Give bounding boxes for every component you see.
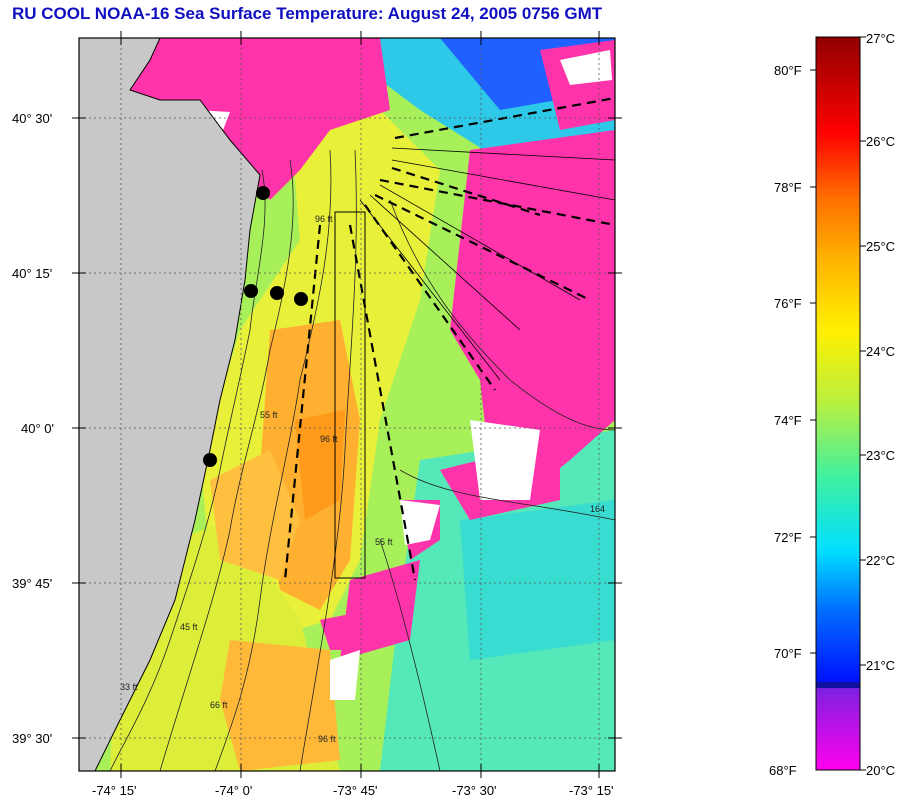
nodata-patch-south bbox=[400, 500, 440, 545]
isobath-label-4: 96 ft bbox=[320, 434, 338, 444]
isobath-labels: 96 ft 55 ft 55 ft 96 ft 45 ft 33 ft 66 f… bbox=[120, 214, 605, 744]
cb-c-label-1: 27°C bbox=[866, 31, 895, 46]
longitude-labels: -74° 15' -74° 0' -73° 45' -73° 30' -73° … bbox=[92, 783, 614, 798]
nodata-patch-east bbox=[470, 420, 540, 500]
cloud-mask-south-3 bbox=[320, 610, 370, 650]
lat-label-1: 40° 30' bbox=[12, 111, 52, 126]
cb-c-label-5: 23°C bbox=[866, 448, 895, 463]
land-mass bbox=[79, 38, 261, 771]
isobath-label-9: 164 bbox=[590, 504, 605, 514]
station-3[interactable] bbox=[270, 286, 284, 300]
map-ticks bbox=[72, 31, 622, 778]
warm-patch-west bbox=[210, 450, 300, 580]
offshore-cold-band bbox=[460, 500, 615, 660]
station-4[interactable] bbox=[294, 292, 308, 306]
station-1[interactable] bbox=[256, 186, 270, 200]
colorbar: 80°F 78°F 76°F 74°F 72°F 70°F 68°F 27°C … bbox=[769, 31, 895, 778]
cb-f-label-6: 70°F bbox=[774, 646, 802, 661]
cb-c-label-6: 22°C bbox=[866, 553, 895, 568]
lat-label-5: 39° 30' bbox=[12, 731, 52, 746]
isobath-label-8: 96 ft bbox=[318, 734, 336, 744]
cb-c-label-7: 21°C bbox=[866, 658, 895, 673]
map-title: RU COOL NOAA-16 Sea Surface Temperature:… bbox=[12, 4, 603, 23]
warm-hotspot bbox=[295, 410, 345, 520]
cb-f-label-7: 68°F bbox=[769, 763, 797, 778]
lon-label-5: -73° 15' bbox=[569, 783, 614, 798]
colorbar-band bbox=[816, 682, 860, 688]
lat-label-3: 40° 0' bbox=[21, 421, 54, 436]
lat-label-4: 39° 45' bbox=[12, 576, 52, 591]
station-5[interactable] bbox=[203, 453, 217, 467]
lon-label-1: -74° 15' bbox=[92, 783, 137, 798]
cb-f-label-2: 78°F bbox=[774, 180, 802, 195]
lon-label-2: -74° 0' bbox=[215, 783, 252, 798]
isobath-label-6: 33 ft bbox=[120, 682, 138, 692]
map-frame bbox=[78, 37, 616, 772]
cloud-mask-north bbox=[120, 38, 390, 200]
cb-c-label-2: 26°C bbox=[866, 134, 895, 149]
isobath-label-5: 45 ft bbox=[180, 622, 198, 632]
isobath-label-7: 66 ft bbox=[210, 700, 228, 710]
survey-box bbox=[334, 211, 366, 579]
cb-f-label-3: 76°F bbox=[774, 296, 802, 311]
cb-c-label-4: 24°C bbox=[866, 344, 895, 359]
latitude-labels: 40° 30' 40° 15' 40° 0' 39° 45' 39° 30' bbox=[12, 111, 54, 746]
cb-c-label-8: 20°C bbox=[866, 763, 895, 778]
isobath-contours bbox=[109, 149, 615, 771]
map-panel: 96 ft 55 ft 55 ft 96 ft 45 ft 33 ft 66 f… bbox=[79, 38, 615, 771]
isobath-label-1: 96 ft bbox=[315, 214, 333, 224]
transect-lines bbox=[391, 147, 615, 201]
lat-label-2: 40° 15' bbox=[12, 266, 52, 281]
cb-c-label-3: 25°C bbox=[866, 239, 895, 254]
cloud-mask-east bbox=[450, 130, 615, 500]
lon-label-3: -73° 45' bbox=[333, 783, 378, 798]
graticule bbox=[79, 38, 615, 771]
cb-f-label-5: 72°F bbox=[774, 530, 802, 545]
colorbar-gradient bbox=[815, 36, 861, 771]
lon-label-4: -73° 30' bbox=[452, 783, 497, 798]
station-2[interactable] bbox=[244, 284, 258, 298]
nodata-patch-south-2 bbox=[330, 650, 360, 700]
isobath-label-3: 55 ft bbox=[375, 537, 393, 547]
cb-f-label-1: 80°F bbox=[774, 63, 802, 78]
cb-f-label-4: 74°F bbox=[774, 413, 802, 428]
isobath-label-2: 55 ft bbox=[260, 410, 278, 420]
